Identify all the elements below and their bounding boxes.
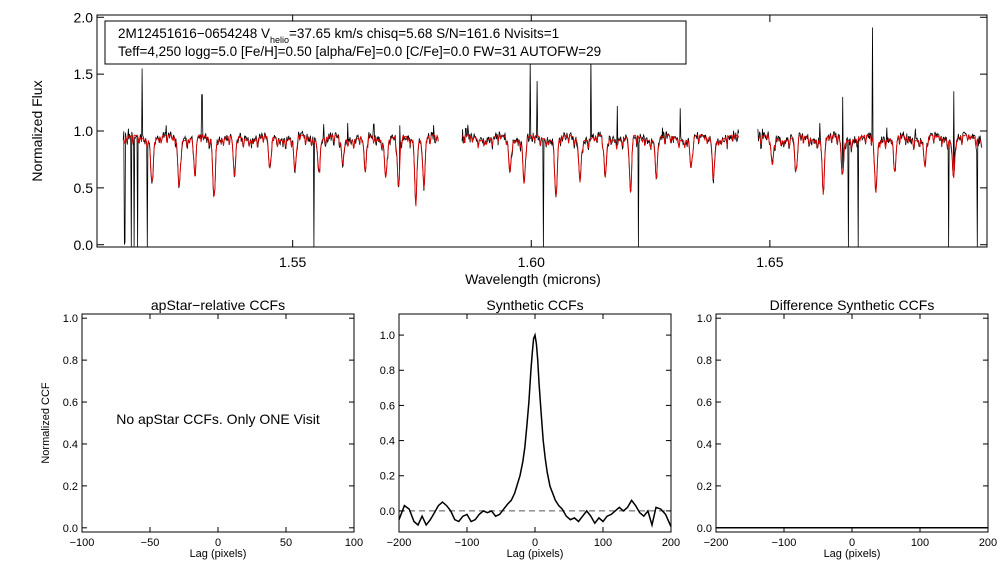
synthetic-ccf-xlabel: Lag (pixels) bbox=[507, 548, 564, 560]
apstar_ccf-ytick-label: 0.0 bbox=[63, 523, 78, 535]
spectrum-xtick-label: 1.65 bbox=[756, 254, 783, 270]
synthetic_ccf-ytick-label: 0.6 bbox=[380, 400, 395, 412]
synthetic_ccf-ytick-label: 0.2 bbox=[380, 471, 395, 483]
apstar-ccf-ylabel: Normalized CCF bbox=[40, 382, 52, 464]
spectrum-ytick-label: 2.0 bbox=[74, 9, 94, 25]
spectrum-ytick-label: 1.0 bbox=[74, 123, 94, 139]
synthetic_ccf-xtick-label: 200 bbox=[662, 537, 680, 549]
spectrum-ytick-label: 0.5 bbox=[74, 180, 94, 196]
observed-flux-line bbox=[122, 68, 439, 248]
apstar_ccf-ytick-label: 0.2 bbox=[63, 481, 78, 493]
synthetic_ccf-xtick-label: 100 bbox=[594, 537, 612, 549]
apstar_ccf-xtick-label: 50 bbox=[280, 537, 292, 549]
apstar_ccf-ytick-label: 0.8 bbox=[63, 355, 78, 367]
difference_ccf-xtick-label: 0 bbox=[849, 537, 855, 549]
model-flux-line bbox=[461, 133, 740, 196]
apstar-ccf-panel: apStar−relative CCFs −100 −50 0 50 100 0.0 0.2… bbox=[40, 297, 363, 560]
synthetic-ccf-line bbox=[398, 332, 672, 528]
spectrum-ticks: 1.55 1.60 1.65 0.0 0.5 1.0 1.5 2.0 bbox=[74, 9, 987, 270]
spectrum-panel: 1.55 1.60 1.65 0.0 0.5 1.0 1.5 2.0 Wavelength (… bbox=[29, 9, 988, 287]
apstar-ccf-ticks: −100 −50 0 50 100 0.0 0.2 0.4 0.6 0.8 1.0 bbox=[63, 313, 363, 549]
synthetic-ccf-ticks: −200 −100 0 100 200 0.0 0.2 0.4 0.6 0.8 1.0 bbox=[380, 314, 680, 549]
synthetic_ccf-ytick-label: 1.0 bbox=[380, 330, 395, 342]
difference_ccf-ytick-label: 0.2 bbox=[697, 481, 712, 493]
synthetic_ccf-ytick-label: 0.8 bbox=[380, 365, 395, 377]
difference_ccf-ytick-label: 0.4 bbox=[697, 439, 712, 451]
synthetic-ccf-data bbox=[398, 332, 672, 528]
synthetic_ccf-ytick-label: 0.0 bbox=[380, 506, 395, 518]
spectrum-ytick-label: 1.5 bbox=[74, 66, 94, 82]
difference_ccf-ytick-label: 0.0 bbox=[697, 523, 712, 535]
synthetic_ccf-ytick-label: 0.4 bbox=[380, 436, 395, 448]
apstar-ccf-xlabel: Lag (pixels) bbox=[190, 548, 247, 560]
spectrum-ylabel: Normalized Flux bbox=[29, 80, 45, 181]
apstar_ccf-xtick-label: 0 bbox=[215, 537, 221, 549]
synthetic-ccf-frame bbox=[398, 313, 672, 533]
difference_ccf-xtick-label: −200 bbox=[704, 537, 729, 549]
spectrum-ytick-label: 0.0 bbox=[74, 237, 94, 253]
header-line1-start: 2M12451616−0654248 V bbox=[118, 26, 270, 41]
difference-ccf-title: Difference Synthetic CCFs bbox=[770, 297, 935, 313]
difference_ccf-xtick-label: 200 bbox=[979, 537, 997, 549]
apstar_ccf-xtick-label: 100 bbox=[345, 537, 363, 549]
apstar_ccf-ytick-label: 0.4 bbox=[63, 439, 78, 451]
apstar-ccf-annotation: No apStar CCFs. Only ONE Visit bbox=[116, 411, 320, 427]
model-flux-line bbox=[757, 134, 983, 195]
header-box-frame bbox=[104, 20, 687, 65]
difference_ccf-xtick-label: −100 bbox=[772, 537, 797, 549]
difference-ccf-panel: Difference Synthetic CCFs −200 −100 0 100 20… bbox=[697, 297, 997, 560]
synthetic-ccf-panel: Synthetic CCFs −200 −100 0 100 200 0.0 0.2 0.4 0… bbox=[380, 297, 680, 560]
spectrum-xtick-label: 1.55 bbox=[279, 254, 306, 270]
spectrum-xtick-label: 1.60 bbox=[518, 254, 545, 270]
observed-flux-line bbox=[461, 57, 740, 248]
difference-ccf-frame bbox=[715, 313, 989, 533]
model-flux-line bbox=[122, 133, 439, 207]
apstar_ccf-ytick-label: 0.6 bbox=[63, 397, 78, 409]
apstar_ccf-xtick-label: −50 bbox=[141, 537, 160, 549]
header-vhelio-sub: helio bbox=[270, 35, 289, 45]
difference_ccf-ytick-label: 0.6 bbox=[697, 397, 712, 409]
difference-ccf-xlabel: Lag (pixels) bbox=[824, 548, 881, 560]
observed-flux-line bbox=[757, 27, 983, 248]
difference_ccf-ytick-label: 0.8 bbox=[697, 355, 712, 367]
synthetic_ccf-xtick-label: −100 bbox=[455, 537, 480, 549]
apstar_ccf-xtick-label: −100 bbox=[70, 537, 95, 549]
spectrum-xlabel: Wavelength (microns) bbox=[465, 271, 601, 287]
apstar_ccf-ytick-label: 1.0 bbox=[63, 313, 78, 325]
synthetic_ccf-xtick-label: −200 bbox=[387, 537, 412, 549]
spectrum-data bbox=[122, 27, 983, 248]
difference_ccf-xtick-label: 100 bbox=[911, 537, 929, 549]
synthetic-ccf-title: Synthetic CCFs bbox=[486, 297, 583, 313]
difference_ccf-ytick-label: 1.0 bbox=[697, 313, 712, 325]
header-box: 2M12451616−0654248 Vhelio=37.65 km/s chi… bbox=[104, 20, 687, 65]
header-line2: Teff=4,250 logg=5.0 [Fe/H]=0.50 [alpha/F… bbox=[118, 44, 601, 59]
difference-ccf-ticks: −200 −100 0 100 200 0.0 0.2 0.4 0.6 0.8 1.0 bbox=[697, 313, 997, 549]
synthetic_ccf-xtick-label: 0 bbox=[532, 537, 538, 549]
header-line1-rest: =37.65 km/s chisq=5.68 S/N=161.6 Nvisits… bbox=[289, 26, 559, 41]
header-line1: 2M12451616−0654248 Vhelio=37.65 km/s chi… bbox=[118, 26, 559, 45]
apstar-ccf-title: apStar−relative CCFs bbox=[151, 297, 285, 313]
